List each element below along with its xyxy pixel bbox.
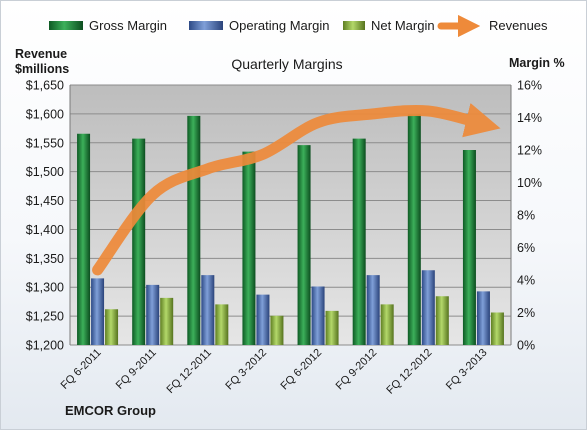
left-tick-label: $1,500 — [26, 165, 64, 179]
legend-swatch-net-margin — [343, 21, 365, 30]
x-axis-ticks: FQ 6-2011 FQ 9-2011 FQ 12-2011 FQ 3-2012 FQ … — [59, 347, 490, 397]
legend-label-revenues: Revenues — [489, 18, 548, 33]
right-tick-label: 2% — [517, 306, 535, 320]
bar-operating-margin — [256, 294, 270, 345]
x-tick-label: FQ 12-2011 — [165, 347, 214, 396]
bar-operating-margin — [201, 275, 215, 345]
left-tick-label: $1,550 — [26, 136, 64, 150]
left-tick-label: $1,300 — [26, 281, 64, 295]
legend-item-gross-margin: Gross Margin — [49, 18, 167, 33]
right-axis-title: Margin % — [509, 56, 565, 70]
right-tick-label: 10% — [517, 176, 542, 190]
legend-item-operating-margin: Operating Margin — [189, 18, 329, 33]
right-tick-label: 8% — [517, 209, 535, 223]
legend-swatch-operating-margin — [189, 21, 223, 30]
x-tick-label: FQ 3-2013 — [444, 347, 490, 393]
bar-net-margin — [105, 309, 119, 345]
bar-operating-margin — [476, 291, 490, 345]
bar-net-margin — [160, 297, 174, 345]
bar-operating-margin — [146, 284, 160, 345]
x-tick-label: FQ 9-2011 — [114, 347, 159, 392]
bar-net-margin — [435, 296, 449, 345]
bar-net-margin — [215, 304, 229, 345]
company-label: EMCOR Group — [65, 403, 156, 418]
right-tick-label: 14% — [517, 111, 542, 125]
x-tick-label: FQ 6-2012 — [279, 347, 325, 393]
bar-gross-margin — [242, 151, 256, 345]
right-tick-label: 4% — [517, 274, 535, 288]
bar-operating-margin — [366, 275, 380, 345]
bar-marks — [77, 114, 504, 345]
bar-gross-margin — [297, 145, 311, 345]
left-tick-label: $1,650 — [26, 79, 64, 93]
left-tick-label: $1,450 — [26, 194, 64, 208]
right-axis-ticks: 0% 2% 4% 6% 8% 10% 12% 14% 16% — [517, 79, 542, 353]
legend-label-gross-margin: Gross Margin — [89, 18, 167, 33]
bar-net-margin — [380, 304, 394, 345]
left-tick-label: $1,350 — [26, 252, 64, 266]
left-axis-ticks: $1,200 $1,250 $1,300 $1,350 $1,400 $1,450 $1,5… — [26, 79, 64, 353]
right-tick-label: 12% — [517, 144, 542, 158]
bar-operating-margin — [311, 286, 325, 345]
left-tick-label: $1,200 — [26, 339, 64, 353]
bar-gross-margin — [77, 133, 91, 345]
legend-label-operating-margin: Operating Margin — [229, 18, 329, 33]
x-tick-label: FQ 9-2012 — [334, 347, 380, 393]
right-tick-label: 6% — [517, 241, 535, 255]
right-tick-label: 16% — [517, 79, 542, 93]
bar-gross-margin — [407, 114, 421, 345]
legend-label-net-margin: Net Margin — [371, 18, 435, 33]
bar-operating-margin — [91, 278, 105, 345]
x-tick-label: FQ 6-2011 — [59, 347, 104, 392]
legend-swatch-gross-margin — [49, 21, 83, 30]
left-axis-title-line1: Revenue — [15, 47, 67, 61]
bar-net-margin — [270, 315, 284, 345]
x-tick-label: FQ 12-2012 — [384, 347, 434, 397]
left-tick-label: $1,600 — [26, 107, 64, 121]
legend: Gross Margin Operating Margin Net Margin… — [49, 14, 548, 38]
x-tick-label: FQ 3-2012 — [223, 347, 269, 393]
bar-gross-margin — [462, 150, 476, 345]
bar-net-margin — [325, 310, 339, 345]
legend-item-net-margin: Net Margin — [343, 18, 435, 33]
left-tick-label: $1,400 — [26, 223, 64, 237]
left-tick-label: $1,250 — [26, 310, 64, 324]
bar-gross-margin — [132, 138, 146, 345]
left-axis-title-line2: $millions — [15, 62, 69, 76]
bar-net-margin — [490, 312, 504, 345]
chart-title: Quarterly Margins — [231, 56, 342, 72]
right-tick-label: 0% — [517, 339, 535, 353]
bar-gross-margin — [187, 115, 201, 345]
bar-operating-margin — [421, 270, 435, 345]
bar-gross-margin — [352, 138, 366, 345]
revenue-line-layer — [92, 103, 501, 276]
legend-item-revenues: Revenues — [437, 14, 548, 38]
revenue-line — [92, 103, 501, 276]
